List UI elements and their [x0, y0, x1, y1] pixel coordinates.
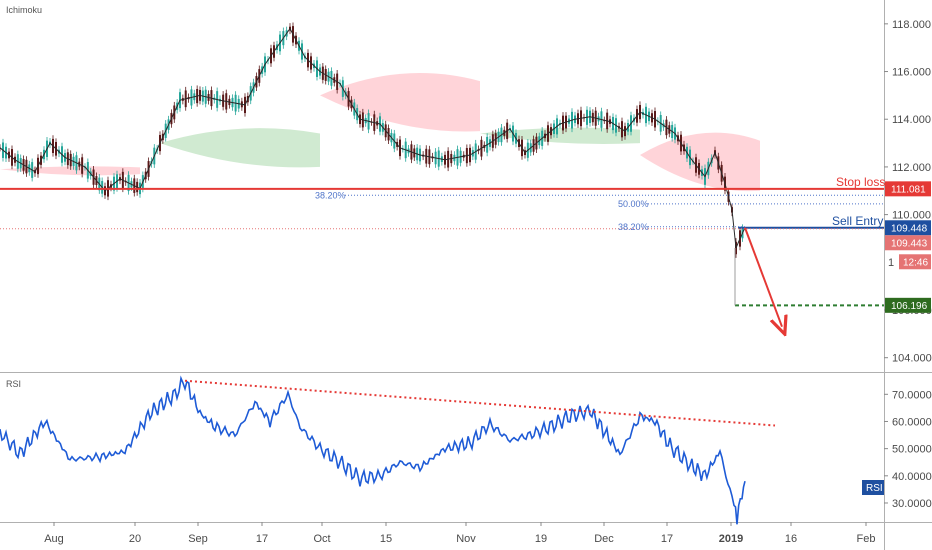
time-tick-label: 16	[785, 533, 797, 545]
time-tick-label: 20	[129, 533, 141, 545]
time-tick-label: Dec	[594, 533, 614, 545]
target-price-tag: 106.196	[885, 297, 931, 313]
time-tick-label: Oct	[313, 533, 330, 545]
time-tick-label: 2019	[719, 533, 743, 545]
rsi-pane	[0, 374, 884, 522]
price-tick-label: 116.000	[892, 67, 931, 79]
cloud-bull-segment	[480, 127, 640, 144]
time-axis[interactable]: Aug 20 Sep 17 Oct 15 Nov 19 Dec 17 2019 16 Feb	[44, 522, 875, 545]
countdown-tag: 12:46	[899, 254, 931, 270]
time-tick-label: Feb	[857, 533, 876, 545]
time-tick-label: Sep	[188, 533, 208, 545]
rsi-pane-label[interactable]: RSI	[6, 379, 21, 389]
rsi-badge: RSI	[862, 480, 884, 495]
partial-tick-label: 1	[888, 257, 894, 269]
fib-382-left-label: 38.20%	[315, 190, 346, 200]
time-tick-label: 17	[256, 533, 268, 545]
rsi-tick-label: 40.0000	[892, 471, 932, 483]
last-price-tag: 109.443	[885, 235, 931, 251]
sell-entry-annotation[interactable]: Sell Entry	[832, 214, 883, 228]
price-path	[0, 27, 746, 249]
bar-countdown: 12:46	[903, 257, 928, 268]
price-tick-label: 118.000	[892, 19, 931, 31]
time-tick-label: Aug	[44, 533, 64, 545]
fib-500-label: 50.00%	[618, 199, 649, 209]
sell-entry-price: 109.448	[891, 223, 928, 234]
stop-loss-price-tag: 111.081	[885, 181, 931, 197]
rsi-badge-label: RSI	[866, 483, 883, 494]
projection-arrow[interactable]	[744, 227, 782, 327]
fib-382-right-label: 38.20%	[618, 222, 649, 232]
rsi-tick-label: 60.0000	[892, 416, 932, 428]
cloud-bull-segment	[160, 128, 320, 168]
ichimoku-cloud	[0, 73, 760, 192]
rsi-trendline[interactable]	[184, 379, 776, 427]
rsi-tick-label: 50.0000	[892, 444, 932, 456]
price-tick-label: 112.000	[892, 162, 931, 174]
cloud-bear-segment	[640, 132, 760, 192]
price-tick-label: 114.000	[892, 114, 931, 126]
sell-entry-price-tag: 109.448	[885, 220, 931, 236]
last-price: 109.443	[891, 238, 928, 249]
time-tick-label: 17	[661, 533, 673, 545]
cloud-bear-segment	[320, 73, 480, 132]
ichimoku-label[interactable]: Ichimoku	[6, 5, 42, 15]
price-tick-label: 110.000	[892, 210, 931, 222]
time-tick-label: Nov	[456, 533, 476, 545]
price-tick-label: 104.000	[892, 353, 932, 365]
partial-tick: 1	[888, 257, 894, 269]
target-price: 106.196	[891, 301, 928, 312]
time-tick-label: 15	[380, 533, 392, 545]
stop-loss-price: 111.081	[891, 184, 926, 195]
rsi-axis[interactable]: 70.0000 60.0000 50.0000 40.0000 30.0000	[884, 389, 932, 510]
stop-loss-annotation[interactable]: Stop loss	[836, 175, 885, 189]
rsi-tick-label: 30.0000	[892, 498, 932, 510]
rsi-tick-label: 70.0000	[892, 389, 932, 401]
time-tick-label: 19	[535, 533, 547, 545]
rsi-line	[0, 375, 746, 525]
